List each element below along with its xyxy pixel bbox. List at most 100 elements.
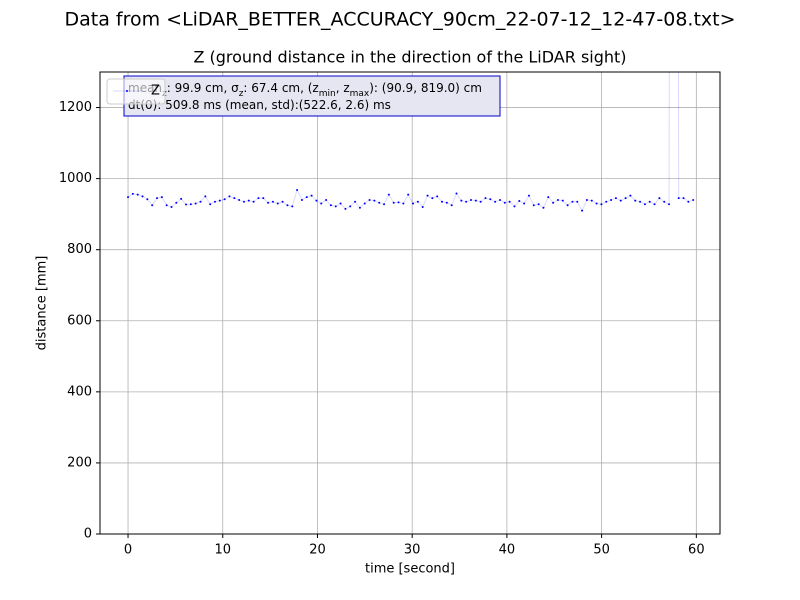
series-line: [127, 72, 694, 212]
data-point: [223, 198, 226, 201]
y-tick-label: 200: [67, 455, 92, 470]
data-point: [629, 194, 632, 197]
data-point: [185, 203, 188, 206]
data-point: [605, 200, 608, 203]
data-point: [556, 198, 559, 201]
data-point: [595, 202, 598, 205]
y-tick-label: 600: [67, 313, 92, 328]
data-point: [127, 196, 130, 199]
data-point: [421, 206, 424, 209]
data-point: [532, 204, 535, 207]
y-tick-label: 0: [84, 527, 92, 542]
data-point: [402, 202, 405, 205]
data-point: [334, 205, 337, 208]
data-point: [658, 197, 661, 200]
data-point: [426, 194, 429, 197]
data-point: [368, 198, 371, 201]
data-point: [131, 192, 134, 195]
data-point: [204, 195, 207, 198]
data-point: [156, 197, 159, 200]
annotation-text: dt(0): 509.8 ms (mean, std):(522.6, 2.6)…: [128, 98, 391, 112]
data-point: [213, 200, 216, 203]
data-point: [252, 200, 255, 203]
data-point: [407, 193, 410, 196]
data-point: [329, 204, 332, 207]
data-point: [160, 196, 163, 199]
data-point: [228, 195, 231, 198]
data-point: [247, 199, 250, 202]
data-point: [286, 204, 289, 207]
suptitle: Data from <LiDAR_BETTER_ACCURACY_90cm_22…: [64, 9, 735, 31]
annotation-subscript: z: [239, 89, 244, 99]
data-point: [663, 200, 666, 203]
data-point: [610, 198, 613, 201]
data-point: [136, 193, 139, 196]
data-point: [305, 196, 308, 199]
annotation-segment: , z: [336, 81, 350, 95]
data-point: [639, 200, 642, 203]
data-point: [677, 197, 680, 200]
data-point: [358, 206, 361, 209]
data-point: [189, 203, 192, 206]
data-point: [310, 194, 313, 197]
data-point: [257, 197, 260, 200]
data-point: [498, 198, 501, 201]
data-point: [373, 199, 376, 202]
data-point: [547, 196, 550, 199]
data-point: [300, 198, 303, 201]
data-point: [552, 201, 555, 204]
data-point: [653, 203, 656, 206]
data-point: [392, 201, 395, 204]
data-point: [465, 200, 468, 203]
data-point: [431, 197, 434, 200]
data-point: [141, 195, 144, 198]
data-point: [325, 198, 328, 201]
data-point: [441, 200, 444, 203]
data-point: [445, 201, 448, 204]
annotation-subscript: max: [350, 89, 370, 99]
x-tick-label: 0: [124, 543, 132, 558]
y-tick-label: 1000: [59, 171, 92, 186]
data-point: [296, 188, 299, 191]
y-tick-label: 800: [67, 242, 92, 257]
annotation-segment: : 99.9 cm, σ: [167, 81, 239, 95]
data-point: [383, 203, 386, 206]
data-point: [199, 200, 202, 203]
y-tick-label: 1200: [59, 100, 92, 115]
data-point: [542, 206, 545, 209]
data-point: [194, 202, 197, 205]
data-point: [209, 203, 212, 206]
data-point: [571, 200, 574, 203]
data-point: [687, 200, 690, 203]
data-point: [412, 202, 415, 205]
data-point: [474, 199, 477, 202]
data-point: [291, 205, 294, 208]
data-point: [503, 201, 506, 204]
plot-area: [127, 72, 695, 212]
data-point: [281, 200, 284, 203]
data-point: [378, 201, 381, 204]
data-point: [416, 200, 419, 203]
data-point: [276, 202, 279, 205]
data-point: [523, 202, 526, 205]
data-point: [363, 202, 366, 205]
y-axis-label: distance [mm]: [35, 256, 50, 351]
data-point: [484, 197, 487, 200]
data-point: [527, 194, 530, 197]
data-point: [682, 197, 685, 200]
legend-marker: [126, 90, 128, 92]
data-point: [561, 199, 564, 202]
x-axis-label: time [second]: [365, 562, 455, 577]
data-point: [566, 204, 569, 207]
data-point: [262, 197, 265, 200]
data-point: [397, 201, 400, 204]
data-point: [460, 199, 463, 202]
data-point: [455, 192, 458, 195]
data-point: [450, 204, 453, 207]
data-point: [218, 199, 221, 202]
data-point: [508, 200, 511, 203]
data-point: [600, 203, 603, 206]
data-point: [180, 197, 183, 200]
data-point: [170, 206, 173, 209]
